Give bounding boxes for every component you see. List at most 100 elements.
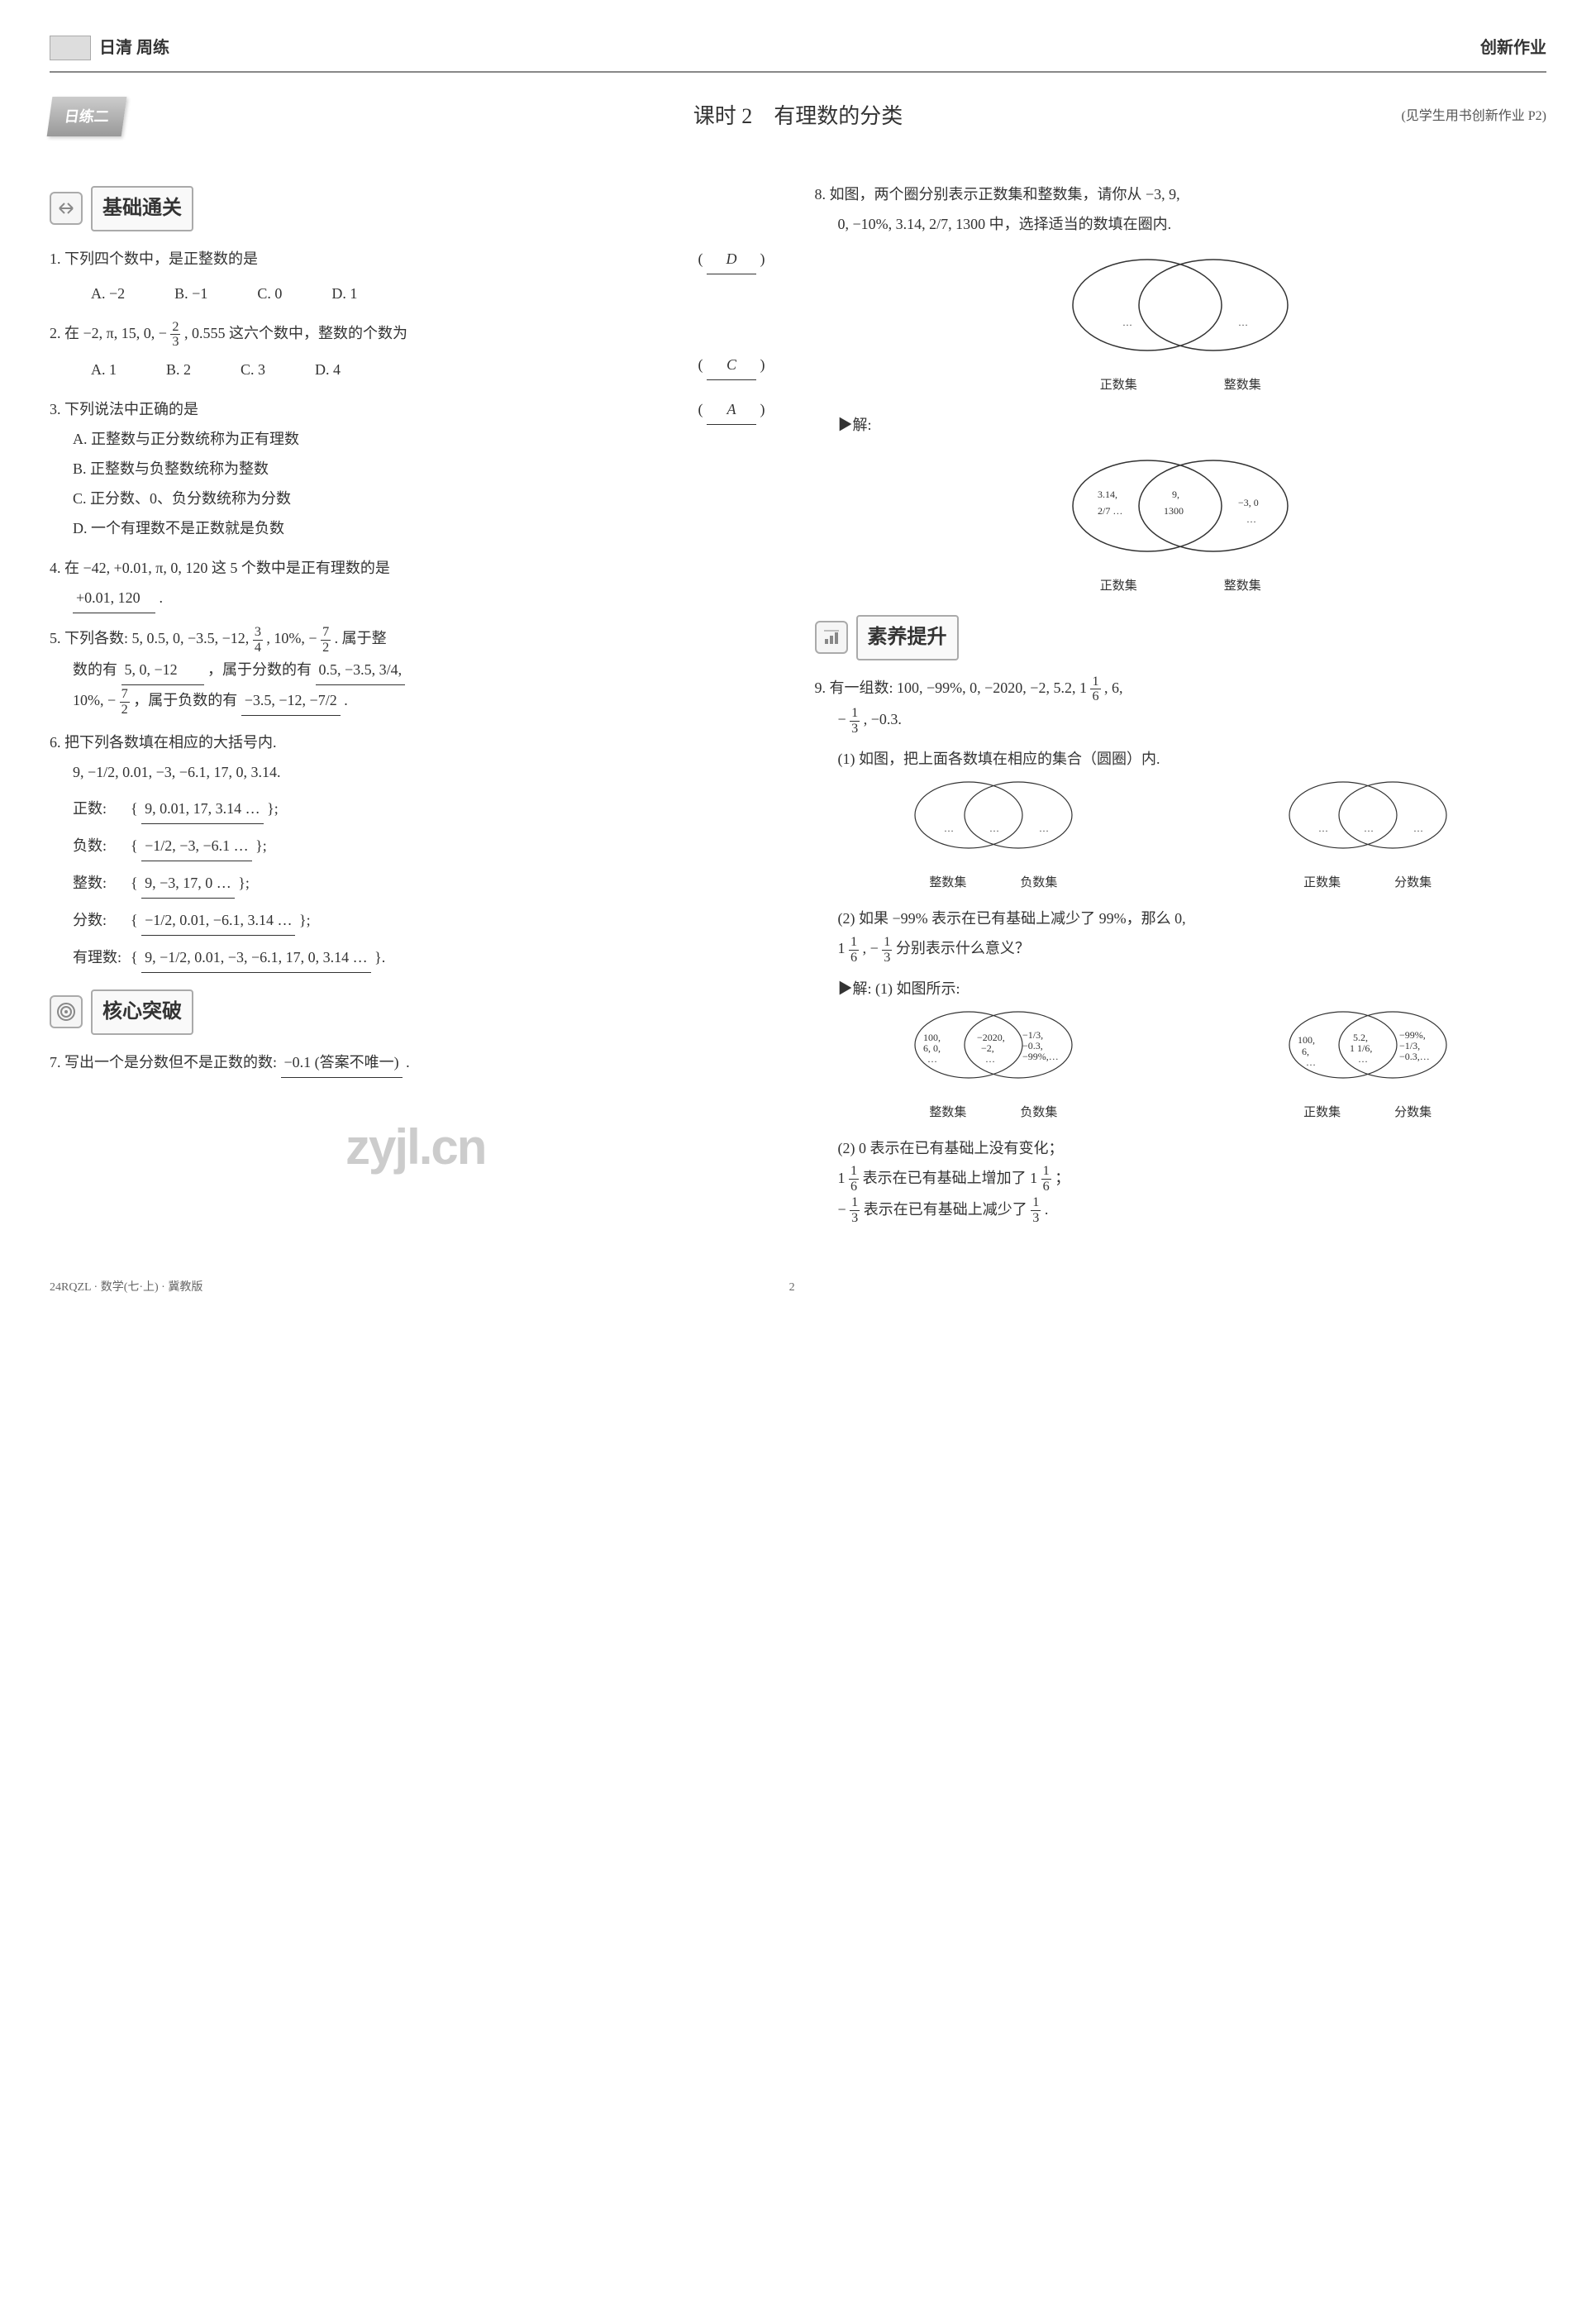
q3-options: A. 正整数与正分数统称为正有理数 B. 正整数与负整数统称为整数 C. 正分数… [73, 424, 782, 543]
q9-venn-a-filled: 100, 6, 0, … −2020, −2, … −1/3, −0.3, −9… [903, 1004, 1084, 1125]
q9-ans2: (2) 0 表示在已有基础上没有变化； 1 16 表示在已有基础上增加了 1 1… [838, 1133, 1547, 1226]
q8-venn1-left: 正数集 [1100, 373, 1137, 398]
svg-text:−2,: −2, [981, 1042, 994, 1054]
q5-stem-mid: . 属于整 [335, 630, 387, 646]
chart-icon [815, 621, 848, 654]
q2-stem-pre: 2. 在 −2, π, 15, 0, − [50, 325, 167, 341]
q9-venn-filled-pair: 100, 6, 0, … −2020, −2, … −1/3, −0.3, −9… [815, 1004, 1547, 1125]
svg-text:6,: 6, [1302, 1046, 1309, 1057]
question-5: 5. 下列各数: 5, 0.5, 0, −3.5, −12, 34 , 10%,… [50, 623, 782, 717]
content-columns: 基础通关 1. 下列四个数中，是正整数的是 ( D ) A. −2 B. −1 … [50, 169, 1546, 1236]
q2-opt-d: D. 4 [315, 355, 341, 384]
left-column: 基础通关 1. 下列四个数中，是正整数的是 ( D ) A. −2 B. −1 … [50, 169, 782, 1236]
footer-left: 24RQZL · 数学(七·上) · 冀教版 [50, 1277, 202, 1298]
question-4: 4. 在 −42, +0.01, π, 0, 120 这 5 个数中是正有理数的… [50, 553, 782, 613]
q8-venn2-labels: 正数集 整数集 [1056, 574, 1304, 598]
svg-text:−3, 0: −3, 0 [1238, 497, 1259, 508]
header-left-title: 日清 周练 [99, 33, 169, 63]
q5-mid1: , 10%, − [266, 630, 317, 646]
q9-stem-pre: 9. 有一组数: 100, −99%, 0, −2020, −2, 5.2, 1 [815, 679, 1087, 696]
q5-ans-neg: −3.5, −12, −7/2 [241, 685, 341, 716]
svg-text:−99%,: −99%, [1399, 1029, 1426, 1041]
watermark: zyjl.cn [50, 1103, 782, 1192]
question-9: 9. 有一组数: 100, −99%, 0, −2020, −2, 5.2, 1… [815, 673, 1547, 1226]
svg-text:−99%,…: −99%,… [1022, 1051, 1059, 1062]
svg-text:…: … [1306, 1056, 1316, 1068]
svg-text:2/7 …: 2/7 … [1098, 505, 1122, 517]
svg-text:…: … [985, 1053, 995, 1065]
q3-opt-a: A. 正整数与正分数统称为正有理数 [73, 424, 782, 454]
q1-stem: 1. 下列四个数中，是正整数的是 [50, 250, 258, 267]
q1-options: A. −2 B. −1 C. 0 D. 1 [91, 279, 782, 308]
q6-int: 整数:{ 9, −3, 17, 0 … }; [73, 868, 782, 899]
q8-venn2-right: 整数集 [1224, 574, 1261, 598]
svg-text:−2020,: −2020, [977, 1032, 1005, 1043]
q5-ans-int: 5, 0, −12 [121, 655, 204, 685]
svg-text:…: … [1122, 317, 1132, 328]
q8-stem-pre: 8. 如图，两个圈分别表示正数集和整数集，请你从 −3, 9, [815, 179, 1547, 209]
svg-text:9,: 9, [1172, 489, 1179, 500]
svg-text:…: … [989, 822, 999, 834]
q2-options: A. 1 B. 2 C. 3 D. 4 [91, 355, 698, 384]
q6-neg-val: −1/2, −3, −6.1 … [141, 831, 251, 861]
q8-venn-empty: … … 正数集 整数集 [815, 251, 1547, 398]
question-8: 8. 如图，两个圈分别表示正数集和整数集，请你从 −3, 9, 0, −10%,… [815, 179, 1547, 598]
q5-f3: 72 [120, 687, 130, 718]
q9-venn-empty-pair: … … … 整数集 负数集 … … … [815, 774, 1547, 895]
q2-stem-post: , 0.555 这六个数中，整数的个数为 [184, 325, 407, 341]
svg-text:…: … [1039, 822, 1049, 834]
target-icon [50, 995, 83, 1028]
q5-f1: 34 [253, 625, 263, 656]
header-right-title: 创新作业 [1480, 33, 1546, 63]
q6-numbers: 9, −1/2, 0.01, −3, −6.1, 17, 0, 3.14. [73, 757, 782, 787]
q5-ans-frac: 0.5, −3.5, 3/4, [316, 655, 406, 685]
svg-text:5.2,: 5.2, [1353, 1032, 1368, 1043]
q1-answer: D [707, 244, 756, 274]
q3-opt-b: B. 正整数与负整数统称为整数 [73, 454, 782, 484]
q9-line2: − 13 , −0.3. [838, 711, 902, 727]
q9-venn-a: … … … 整数集 负数集 [903, 774, 1084, 895]
q9-venn-a-left: 整数集 [929, 870, 966, 895]
section-core-title: 核心突破 [91, 989, 193, 1035]
q9-ans2-line2: 1 16 表示在已有基础上增加了 1 16 ； [838, 1163, 1547, 1194]
section-basic-title: 基础通关 [91, 186, 193, 231]
q9-f2: 13 [850, 706, 860, 737]
q5-f2: 72 [321, 625, 331, 656]
q3-answer: A [707, 394, 756, 425]
svg-text:…: … [927, 1053, 937, 1065]
svg-text:−0.3,: −0.3, [1022, 1040, 1043, 1051]
section-basic-header: 基础通关 [50, 186, 782, 231]
svg-text:…: … [1246, 513, 1256, 525]
book-icon [50, 36, 91, 60]
q3-answer-paren: ( A ) [698, 394, 765, 425]
q2-opt-b: B. 2 [166, 355, 191, 384]
q4-stem: 4. 在 −42, +0.01, π, 0, 120 这 5 个数中是正有理数的… [50, 560, 390, 576]
svg-text:1 1/6,: 1 1/6, [1350, 1042, 1372, 1054]
q8-venn-filled: 3.14, 2/7 … 9, 1300 −3, 0 … 正数集 整数集 [815, 452, 1547, 598]
q2-answer-paren: ( C ) [698, 350, 765, 380]
question-6: 6. 把下列各数填在相应的大括号内. 9, −1/2, 0.01, −3, −6… [50, 727, 782, 973]
q9-ans2-line3: − 13 表示在已有基础上减少了 13 . [838, 1194, 1547, 1226]
lesson-title: 课时 2 有理数的分类 [693, 98, 903, 136]
right-column: 8. 如图，两个圈分别表示正数集和整数集，请你从 −3, 9, 0, −10%,… [815, 169, 1547, 1236]
q5-pre: 5. 下列各数: 5, 0.5, 0, −3.5, −12, [50, 630, 253, 646]
q6-frac-val: −1/2, 0.01, −6.1, 3.14 … [141, 905, 295, 936]
q1-answer-paren: ( D ) [698, 244, 765, 274]
question-2: 2. 在 −2, π, 15, 0, − 23 , 0.555 这六个数中，整数… [50, 318, 782, 384]
q9-sub1: (1) 如图，把上面各数填在相应的集合（圆圈）内. [838, 744, 1547, 774]
section-advanced-title: 素养提升 [856, 615, 959, 660]
svg-text:−1/3,: −1/3, [1022, 1029, 1043, 1041]
svg-text:100,: 100, [1298, 1034, 1315, 1046]
q2-opt-c: C. 3 [241, 355, 265, 384]
q9-f1: 16 [1090, 675, 1100, 705]
svg-text:…: … [1358, 1053, 1368, 1065]
q6-frac: 分数:{ −1/2, 0.01, −6.1, 3.14 … }; [73, 905, 782, 936]
q4-answer: +0.01, 120 [73, 583, 155, 613]
svg-text:…: … [1318, 822, 1328, 834]
svg-text:−1/3,: −1/3, [1399, 1040, 1420, 1051]
q5-line2: 数的有 5, 0, −12 ，属于分数的有 0.5, −3.5, 3/4, [73, 661, 405, 678]
q9-venn-b: … … … 正数集 分数集 [1277, 774, 1459, 895]
svg-text:−0.3,…: −0.3,… [1399, 1051, 1430, 1062]
header-left: 日清 周练 [50, 33, 169, 63]
page-header: 日清 周练 创新作业 [50, 33, 1546, 73]
